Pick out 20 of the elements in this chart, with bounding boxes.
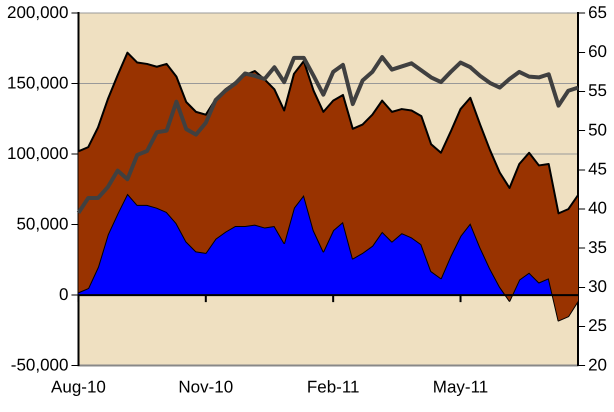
y2-tick-label: 55: [588, 81, 608, 100]
y2-tick-label: 45: [588, 160, 608, 179]
y-tick-label: 150,000: [7, 73, 68, 92]
y-tick-label: 50,000: [16, 214, 68, 234]
y-tick-label: 100,000: [7, 144, 68, 163]
x-tick-label: Nov-10: [178, 377, 234, 396]
y-tick-label: 0: [58, 284, 68, 304]
y2-tick-label: 65: [588, 2, 608, 22]
x-tick-label: Feb-11: [306, 377, 360, 396]
y2-tick-label: 40: [588, 198, 608, 218]
y-tick-label: -50,000: [10, 355, 68, 374]
y-tick-label: 200,000: [7, 2, 68, 22]
y2-tick-label: 25: [588, 316, 608, 336]
y2-tick-label: 30: [588, 276, 608, 296]
y2-tick-label: 60: [588, 42, 608, 62]
y2-tick-label: 20: [588, 355, 608, 374]
y2-tick-label: 35: [588, 238, 608, 257]
x-tick-label: Aug-10: [51, 377, 106, 396]
x-tick-label: May-11: [432, 377, 488, 396]
y2-tick-label: 50: [588, 120, 608, 140]
